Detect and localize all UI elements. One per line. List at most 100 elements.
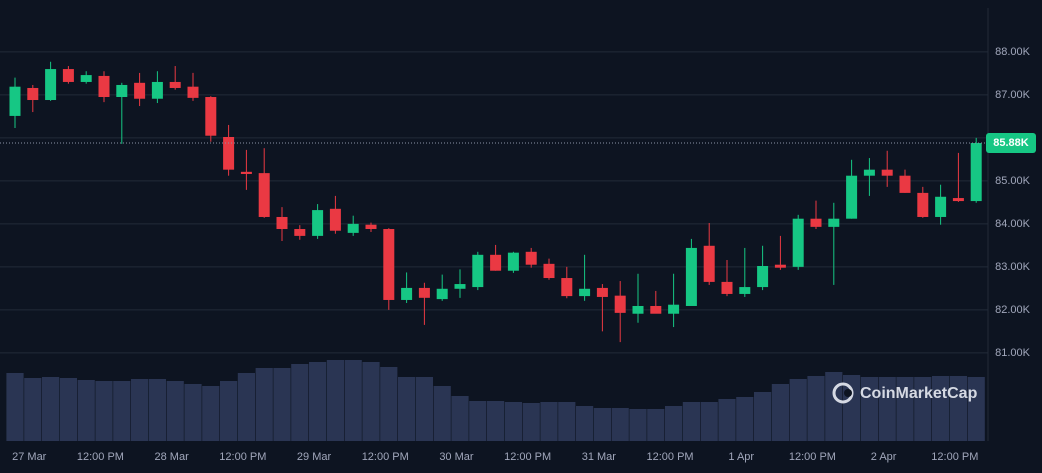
volume-bar [362, 362, 380, 441]
x-tick-label: 31 Mar [582, 451, 617, 463]
candle-body [935, 196, 947, 217]
volume-bar [95, 381, 113, 441]
volume-bar [789, 379, 807, 441]
volume-bar [202, 386, 220, 441]
volume-bar [326, 360, 344, 441]
volume-bar [131, 379, 149, 441]
volume-bar [576, 406, 594, 441]
volume-bar [113, 381, 131, 441]
volume-bar [736, 397, 754, 441]
candle-body [525, 251, 537, 265]
candle-body [596, 287, 608, 297]
candle-body [169, 81, 181, 88]
volume-bar [148, 379, 166, 441]
volume-bar [59, 378, 77, 441]
last-price-badge [986, 133, 1036, 154]
volume-bar [344, 360, 362, 441]
candle-body [917, 192, 929, 217]
x-tick-label: 12:00 PM [77, 451, 124, 463]
candle-body [258, 173, 270, 217]
candle-body [685, 247, 697, 306]
candle-body [9, 86, 21, 116]
y-tick-label: 81.00K [995, 347, 1031, 359]
volume-bar [807, 376, 825, 441]
candle-body [205, 97, 217, 136]
candle-body [347, 223, 359, 233]
x-tick-label: 12:00 PM [504, 451, 551, 463]
volume-bar [6, 373, 24, 441]
candle-body [312, 210, 324, 236]
candle-body [668, 304, 680, 314]
volume-bar [967, 377, 985, 441]
candle-body [329, 208, 341, 231]
volume-bar [860, 377, 878, 441]
volume-bar [398, 377, 416, 441]
y-tick-label: 88.00K [995, 46, 1031, 58]
volume-bar [522, 403, 540, 441]
candle-body [757, 265, 769, 288]
candle-body [543, 263, 555, 279]
volume-bar [896, 377, 914, 441]
x-tick-label: 1 Apr [728, 451, 754, 463]
volume-bar [487, 401, 505, 441]
volume-bar [825, 372, 843, 441]
x-tick-label: 12:00 PM [789, 451, 836, 463]
candle-body [970, 143, 982, 202]
volume-bar [24, 378, 42, 441]
x-tick-label: 29 Mar [297, 451, 332, 463]
volume-bar [700, 402, 718, 441]
candle-body [80, 75, 92, 82]
volume-bar [682, 402, 700, 441]
candle-body [579, 288, 591, 297]
x-tick-label: 30 Mar [439, 451, 474, 463]
volume-bar [415, 377, 433, 441]
candle-body [134, 82, 146, 99]
candle-body [98, 75, 110, 98]
volume-bar [273, 368, 291, 441]
candle-body [863, 169, 875, 176]
y-tick-label: 84.00K [995, 218, 1031, 230]
volume-bar [309, 362, 327, 441]
y-tick-label: 82.00K [995, 304, 1031, 316]
candle-body [792, 218, 804, 267]
candle-body [472, 254, 484, 288]
candle-body [650, 305, 662, 314]
x-tick-label: 12:00 PM [362, 451, 409, 463]
watermark: CoinMarketCap [860, 385, 978, 402]
candle-body [223, 136, 235, 170]
volume-bar [433, 386, 451, 441]
volume-bar [558, 402, 576, 441]
volume-bar [878, 377, 896, 441]
candle-body [507, 252, 519, 271]
candle-body [703, 245, 715, 282]
candle-body [774, 264, 786, 268]
volume-bar [718, 399, 736, 441]
x-tick-label: 12:00 PM [219, 451, 266, 463]
candle-body [614, 295, 626, 313]
candle-body [27, 87, 39, 101]
candle-body [240, 171, 252, 174]
candle-body [294, 229, 306, 236]
plot: 81.00K82.00K83.00K84.00K85.00K86.00K87.0… [0, 46, 1036, 463]
candle-body [365, 224, 377, 230]
candle-body [899, 175, 911, 193]
volume-bar [380, 367, 398, 441]
candle-body [828, 218, 840, 227]
candle-body [846, 175, 858, 219]
volume-bar [42, 377, 60, 441]
candle-body [436, 288, 448, 300]
volume-bar [629, 409, 647, 441]
candle-body [561, 278, 573, 297]
candle-body [721, 281, 733, 294]
candle-body [62, 69, 74, 82]
candle-body [187, 86, 199, 98]
candle-body [952, 198, 964, 202]
candle-body [810, 218, 822, 227]
candle-body [490, 254, 502, 271]
volume-bar [469, 401, 487, 441]
candle-body [418, 287, 430, 298]
volume-bar [77, 380, 95, 441]
x-tick-label: 12:00 PM [931, 451, 978, 463]
